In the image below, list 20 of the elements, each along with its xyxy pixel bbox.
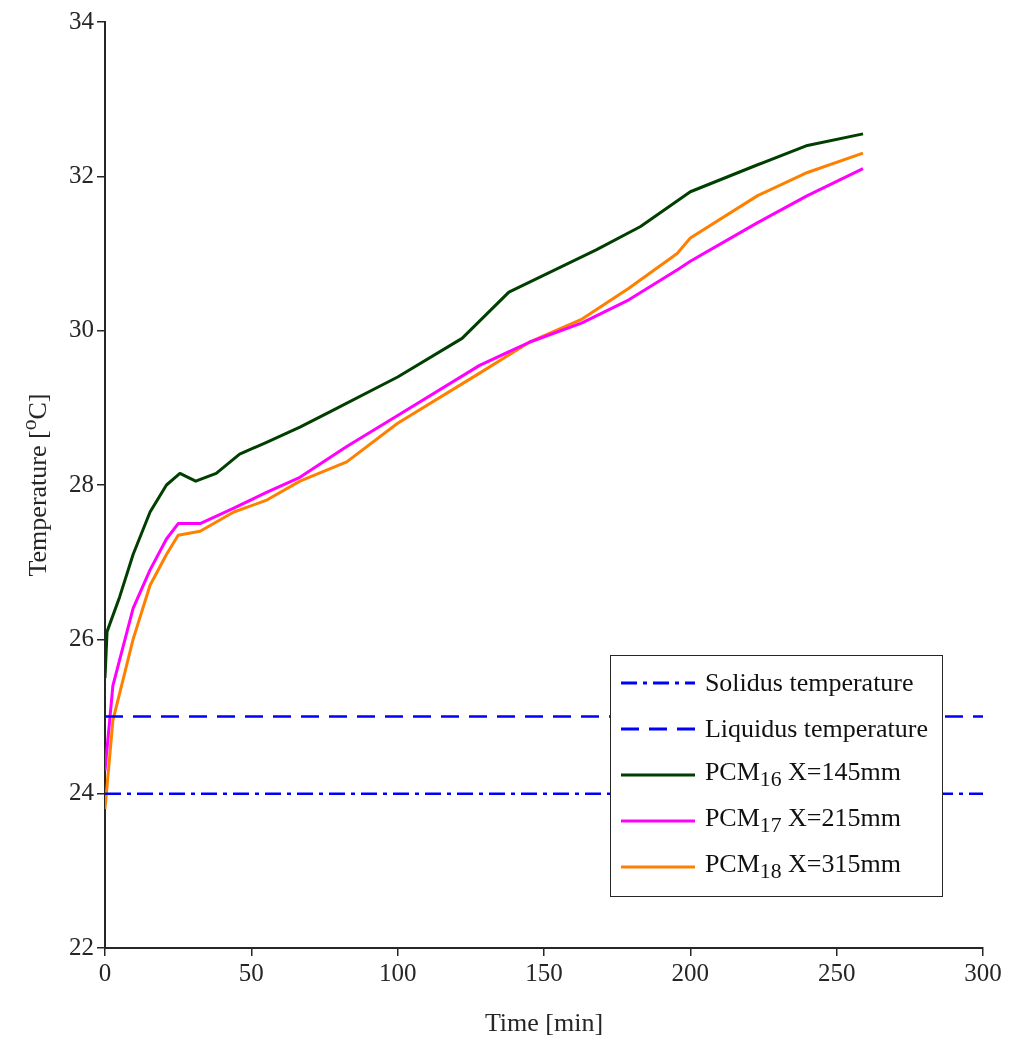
ref-line-label: Liquidus temperature <box>704 714 928 744</box>
y-tick-label: 24 <box>69 778 95 806</box>
y-tick-label: 22 <box>69 932 94 960</box>
legend-label: PCM$_{17}$ X=215mm <box>704 803 901 839</box>
legend-label: PCM$_{18}$ X=315mm <box>704 849 901 885</box>
x-tick-label: 150 <box>525 958 563 986</box>
x-tick-label: 200 <box>671 958 710 986</box>
x-tick-label: 100 <box>378 958 417 986</box>
y-tick-label: 28 <box>69 469 94 497</box>
y-tick-label: 30 <box>69 315 94 343</box>
x-tick-label: 0 <box>98 958 112 986</box>
legend-label: Solidus temperature <box>704 668 914 698</box>
y-tick-label: 32 <box>69 160 94 188</box>
x-axis-title: Time [min] <box>483 1008 605 1038</box>
y-tick-label: 34 <box>69 6 95 34</box>
y-tick-label: 26 <box>69 623 94 651</box>
x-tick-label: 300 <box>964 958 1002 986</box>
x-tick-label: 250 <box>817 958 856 986</box>
x-tick-label: 50 <box>238 958 264 986</box>
legend-label: PCM$_{16}$ X=145mm <box>704 757 901 793</box>
